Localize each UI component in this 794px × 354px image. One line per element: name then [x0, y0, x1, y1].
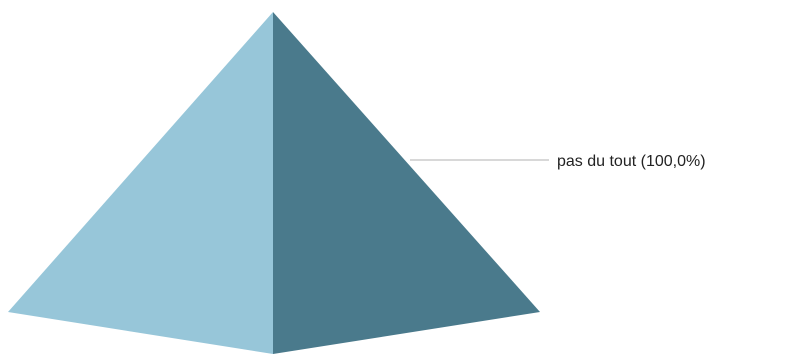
pyramid-segment-right-face[interactable] [273, 12, 540, 354]
pyramid [8, 12, 540, 354]
data-label: pas du tout (100,0%) [557, 153, 706, 170]
pyramid-segment-left-face[interactable] [8, 12, 273, 354]
pyramid-labels: pas du tout (100,0%) [410, 153, 706, 170]
